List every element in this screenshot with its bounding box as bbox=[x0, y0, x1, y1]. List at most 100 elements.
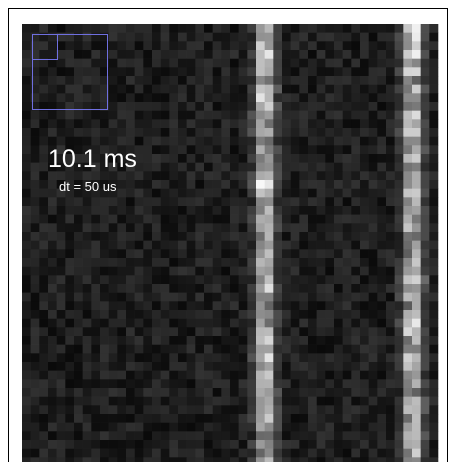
pixel bbox=[143, 284, 152, 293]
pixel bbox=[109, 267, 118, 276]
pixel bbox=[169, 93, 178, 102]
pixel bbox=[429, 457, 438, 462]
pixel bbox=[74, 24, 83, 33]
pixel bbox=[65, 440, 74, 449]
pixel bbox=[412, 249, 421, 258]
pixel bbox=[421, 137, 430, 146]
pixel bbox=[126, 67, 135, 76]
pixel bbox=[265, 137, 274, 146]
pixel bbox=[91, 59, 100, 68]
pixel bbox=[39, 345, 48, 354]
pixel bbox=[429, 284, 438, 293]
pixel bbox=[135, 431, 144, 440]
pixel bbox=[256, 345, 265, 354]
pixel bbox=[343, 327, 352, 336]
pixel bbox=[221, 449, 230, 458]
pixel bbox=[48, 249, 57, 258]
pixel bbox=[256, 50, 265, 59]
pixel bbox=[57, 93, 66, 102]
pixel bbox=[117, 67, 126, 76]
pixel bbox=[395, 128, 404, 137]
pixel bbox=[273, 440, 282, 449]
pixel bbox=[213, 128, 222, 137]
pixel bbox=[48, 85, 57, 94]
pixel bbox=[65, 50, 74, 59]
pixel bbox=[91, 267, 100, 276]
pixel bbox=[48, 67, 57, 76]
pixel bbox=[403, 67, 412, 76]
pixel bbox=[412, 189, 421, 198]
pixel bbox=[429, 93, 438, 102]
pixel bbox=[48, 449, 57, 458]
pixel bbox=[221, 189, 230, 198]
pixel bbox=[143, 50, 152, 59]
pixel bbox=[204, 388, 213, 397]
pixel bbox=[161, 414, 170, 423]
pixel bbox=[126, 449, 135, 458]
pixel bbox=[221, 24, 230, 33]
pixel bbox=[109, 128, 118, 137]
pixel bbox=[22, 33, 31, 42]
pixel bbox=[152, 215, 161, 224]
pixel bbox=[31, 111, 40, 120]
pixel bbox=[143, 67, 152, 76]
pixel bbox=[308, 119, 317, 128]
pixel bbox=[117, 345, 126, 354]
pixel bbox=[83, 362, 92, 371]
pixel bbox=[412, 362, 421, 371]
pixel bbox=[369, 59, 378, 68]
pixel bbox=[403, 388, 412, 397]
pixel bbox=[412, 440, 421, 449]
pixel bbox=[178, 67, 187, 76]
pixel bbox=[117, 284, 126, 293]
pixel bbox=[239, 397, 248, 406]
pixel bbox=[421, 50, 430, 59]
pixel bbox=[334, 319, 343, 328]
pixel bbox=[161, 189, 170, 198]
pixel bbox=[100, 319, 109, 328]
pixel bbox=[377, 171, 386, 180]
pixel bbox=[265, 128, 274, 137]
pixel bbox=[239, 301, 248, 310]
pixel bbox=[351, 180, 360, 189]
pixel bbox=[187, 241, 196, 250]
pixel bbox=[135, 50, 144, 59]
pixel bbox=[403, 414, 412, 423]
pixel bbox=[83, 310, 92, 319]
pixel bbox=[360, 85, 369, 94]
pixel bbox=[109, 93, 118, 102]
pixel bbox=[265, 215, 274, 224]
pixel bbox=[91, 215, 100, 224]
pixel bbox=[152, 293, 161, 302]
pixel bbox=[343, 267, 352, 276]
pixel bbox=[256, 67, 265, 76]
pixel bbox=[395, 41, 404, 50]
pixel bbox=[204, 267, 213, 276]
pixel bbox=[299, 59, 308, 68]
pixel bbox=[369, 189, 378, 198]
pixel bbox=[377, 197, 386, 206]
pixel bbox=[247, 163, 256, 172]
pixel bbox=[117, 327, 126, 336]
pixel bbox=[117, 319, 126, 328]
pixel bbox=[343, 119, 352, 128]
pixel bbox=[195, 41, 204, 50]
pixel bbox=[135, 67, 144, 76]
pixel bbox=[421, 206, 430, 215]
pixel bbox=[386, 405, 395, 414]
pixel bbox=[83, 111, 92, 120]
pixel bbox=[317, 319, 326, 328]
pixel bbox=[74, 371, 83, 380]
pixel bbox=[377, 76, 386, 85]
pixel bbox=[395, 431, 404, 440]
pixel bbox=[213, 301, 222, 310]
pixel bbox=[65, 41, 74, 50]
pixel bbox=[360, 388, 369, 397]
pixel bbox=[57, 440, 66, 449]
pixel bbox=[74, 397, 83, 406]
pixel bbox=[152, 457, 161, 462]
pixel bbox=[265, 119, 274, 128]
pixel bbox=[117, 397, 126, 406]
pixel bbox=[256, 206, 265, 215]
pixel bbox=[273, 414, 282, 423]
